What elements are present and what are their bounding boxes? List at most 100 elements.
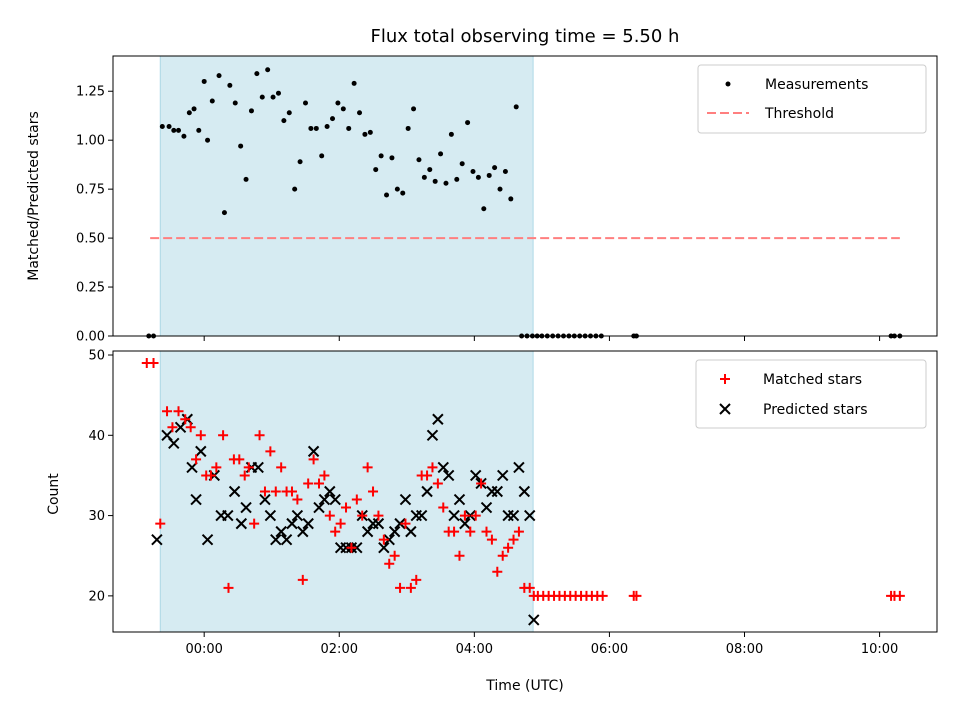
matched-star-point	[341, 502, 352, 513]
x-tick-label: 04:00	[456, 642, 493, 657]
predicted-star-point	[324, 485, 336, 498]
measurement-point	[313, 125, 319, 131]
measurement-point	[186, 110, 192, 116]
matched-star-point	[191, 454, 202, 465]
measurement-point	[497, 186, 503, 192]
measurement-point	[227, 82, 233, 88]
predicted-star-point	[378, 541, 390, 554]
predicted-star-point	[394, 517, 406, 530]
predicted-star-point	[275, 525, 287, 538]
matched-star-point	[465, 526, 476, 537]
predicted-star-point	[228, 485, 241, 498]
matched-star-point	[476, 478, 487, 489]
y-tick-label: 40	[88, 429, 105, 444]
predicted-star-point	[448, 509, 460, 522]
matched-star-point	[265, 446, 276, 457]
matched-star-point	[162, 406, 173, 417]
matched-star-point	[459, 510, 470, 521]
legend-matched-marker	[720, 374, 730, 384]
matched-star-point	[497, 550, 508, 561]
matched-star-point	[373, 510, 384, 521]
measurement-point	[411, 106, 417, 112]
measurement-point	[486, 172, 492, 178]
measurement-point	[330, 116, 336, 122]
measurement-point	[166, 123, 172, 129]
y-tick-label: 1.25	[76, 85, 105, 100]
matched-star-point	[513, 526, 524, 537]
measurement-point	[502, 169, 508, 175]
predicted-star-point	[280, 533, 293, 546]
predicted-star-point	[415, 509, 428, 522]
predicted-star-point	[405, 525, 417, 538]
count-points	[141, 358, 905, 626]
matched-star-point	[362, 462, 373, 473]
measurement-point	[508, 196, 514, 202]
measurement-point	[216, 73, 222, 79]
measurement-point	[416, 157, 422, 163]
top-y-axis-label: Matched/Predicted stars	[26, 111, 42, 281]
measurement-point	[492, 165, 498, 171]
predicted-star-point	[507, 509, 520, 522]
measurement-point	[400, 190, 406, 196]
measurement-point	[243, 176, 249, 182]
y-tick-label: 0.75	[76, 183, 105, 198]
matched-star-point	[286, 486, 297, 497]
measurement-point	[265, 67, 271, 73]
measurement-point	[292, 186, 298, 192]
matched-star-point	[195, 430, 206, 441]
matched-star-point	[173, 406, 184, 417]
matched-star-point	[894, 590, 905, 601]
measurement-point	[373, 167, 379, 173]
bottom-y-ticks: 20 30 40 50	[88, 349, 113, 604]
measurement-point	[232, 100, 238, 106]
measurement-point	[378, 153, 384, 159]
measurement-point	[297, 159, 303, 165]
measurement-point	[357, 110, 363, 116]
predicted-star-point	[252, 461, 264, 474]
predicted-star-point	[264, 509, 277, 522]
measurement-point	[308, 125, 314, 131]
matched-star-point	[432, 478, 443, 489]
legend-measurements-label: Measurements	[765, 77, 868, 93]
predicted-star-point	[259, 493, 271, 506]
measurement-point	[275, 90, 281, 96]
measurement-point	[319, 153, 325, 159]
measurement-point	[302, 100, 308, 106]
matched-star-point	[234, 454, 245, 465]
matched-star-point	[335, 518, 346, 529]
measurement-point	[443, 180, 449, 186]
predicted-star-point	[313, 501, 325, 514]
y-tick-label: 50	[88, 349, 105, 364]
measurement-point	[513, 104, 519, 110]
top-x-ticks	[203, 336, 881, 341]
matched-star-point	[180, 414, 191, 425]
matched-star-point	[292, 494, 303, 505]
predicted-star-point	[399, 493, 412, 506]
measurement-point	[324, 123, 330, 129]
measurement-point	[351, 80, 357, 86]
matched-star-point	[308, 454, 319, 465]
top-legend-box	[697, 64, 927, 134]
measurement-point	[432, 178, 438, 184]
predicted-star-point	[497, 469, 509, 482]
matched-star-point	[167, 422, 178, 433]
legend-predicted-marker	[719, 403, 731, 415]
measurement-point	[475, 174, 481, 180]
matched-star-point	[259, 486, 270, 497]
predicted-star-point	[480, 501, 493, 514]
top-axes-frame	[112, 55, 938, 337]
predicted-star-point	[201, 533, 214, 546]
matched-star-point	[357, 510, 368, 521]
measurement-point	[270, 94, 276, 100]
matched-star-point	[211, 462, 222, 473]
x-tick-label: 08:00	[726, 642, 763, 657]
legend-measurements-marker	[725, 81, 731, 87]
x-axis-label: Time (UTC)	[485, 678, 563, 694]
matched-star-point	[470, 510, 481, 521]
matched-star-point	[303, 478, 314, 489]
predicted-star-point	[426, 429, 439, 442]
measurement-point	[201, 78, 207, 84]
predicted-star-point	[168, 437, 180, 450]
measurement-point	[191, 106, 197, 112]
matched-star-point	[422, 470, 433, 481]
